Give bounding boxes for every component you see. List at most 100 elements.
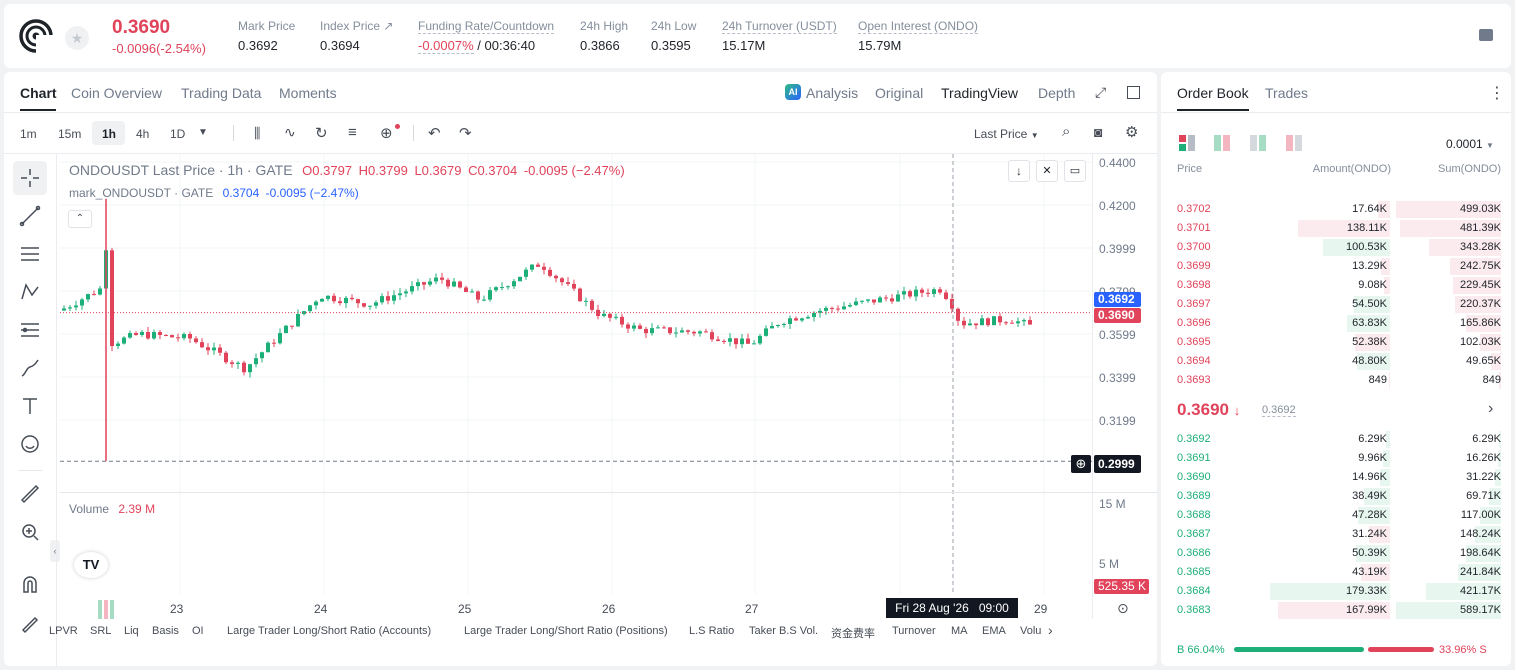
- search-icon[interactable]: ⌕: [1062, 123, 1071, 140]
- order-sum: 241.84K: [1460, 566, 1501, 578]
- tab-tradingview[interactable]: TradingView: [941, 85, 1019, 101]
- order-price: 0.3690: [1177, 471, 1211, 483]
- text-tool-icon[interactable]: [13, 389, 47, 423]
- interval-1h[interactable]: 1h: [102, 127, 117, 141]
- trendline-tool-icon[interactable]: [13, 199, 47, 233]
- indicator-turnover[interactable]: Turnover: [892, 625, 936, 637]
- interval-1m[interactable]: 1m: [20, 127, 37, 141]
- indicator-ma[interactable]: MA: [951, 625, 968, 637]
- order-row[interactable]: 0.3696 63.83K 165.86K: [1161, 314, 1511, 333]
- price-type-select[interactable]: Last Price ▼: [974, 127, 1039, 141]
- indicator-srl[interactable]: SRL: [90, 625, 112, 637]
- pattern-tool-icon[interactable]: [13, 275, 47, 309]
- tab-depth[interactable]: Depth: [1038, 85, 1076, 101]
- candle-type-icon[interactable]: ⫼: [254, 125, 261, 141]
- ruler-tool-icon[interactable]: [13, 477, 47, 511]
- screenshot-icon[interactable]: ◙: [1094, 124, 1103, 140]
- order-row[interactable]: 0.3702 17.64K 499.03K: [1161, 200, 1511, 219]
- tab-order-book[interactable]: Order Book: [1177, 85, 1249, 101]
- add-alert-icon[interactable]: ⊕: [380, 125, 393, 142]
- tab-coin-overview[interactable]: Coin Overview: [71, 85, 163, 101]
- tab-trades[interactable]: Trades: [1265, 85, 1309, 101]
- compare-icon[interactable]: ↻: [315, 125, 328, 142]
- book-icon[interactable]: [1479, 29, 1493, 41]
- order-row[interactable]: 0.3695 52.38K 102.03K: [1161, 333, 1511, 352]
- templates-icon[interactable]: ≡: [348, 124, 357, 141]
- favorite-star-icon[interactable]: ★: [65, 26, 89, 50]
- order-row[interactable]: 0.3688 47.28K 117.00K: [1161, 506, 1511, 525]
- collapse-axis-icon[interactable]: ✕: [1036, 160, 1058, 182]
- candlestick-chart[interactable]: [60, 154, 1094, 619]
- order-row[interactable]: 0.3699 13.29K 242.75K: [1161, 257, 1511, 276]
- interval-1d[interactable]: 1D: [170, 127, 186, 141]
- interval-dropdown-icon[interactable]: ▼: [198, 127, 208, 138]
- chart-settings-icon[interactable]: ⊙: [1117, 600, 1129, 616]
- indicators-icon[interactable]: ∿: [284, 124, 296, 140]
- indicator-liq[interactable]: Liq: [124, 625, 139, 637]
- order-row[interactable]: 0.3701 138.11K 481.39K: [1161, 219, 1511, 238]
- tab-analysis[interactable]: Analysis: [806, 85, 859, 101]
- indicator-funding-rate[interactable]: 资金费率: [831, 628, 875, 640]
- indicator-ls-positions[interactable]: Large Trader Long/Short Ratio (Positions…: [464, 625, 668, 637]
- order-row[interactable]: 0.3683 167.99K 589.17K: [1161, 601, 1511, 620]
- legend-collapse-icon[interactable]: ⌃: [68, 210, 92, 228]
- scroll-down-icon[interactable]: ↓: [1008, 160, 1030, 182]
- order-row[interactable]: 0.3686 50.39K 198.64K: [1161, 544, 1511, 563]
- indicator-ls-ratio[interactable]: L.S Ratio: [689, 625, 735, 637]
- order-sum: 421.17K: [1460, 585, 1501, 597]
- fullscreen-icon[interactable]: [1127, 86, 1140, 99]
- index-price-label[interactable]: Index Price ↗: [320, 19, 394, 33]
- more-options-icon[interactable]: ⋮: [1489, 85, 1505, 102]
- order-row[interactable]: 0.3690 14.96K 31.22K: [1161, 468, 1511, 487]
- collapse-toolbar-icon[interactable]: ‹: [50, 540, 60, 562]
- expand-icon[interactable]: ⤢: [1095, 84, 1107, 100]
- tab-trading-data[interactable]: Trading Data: [181, 85, 262, 101]
- precision-select[interactable]: 0.0001 ▼: [1446, 137, 1494, 151]
- fib-tool-icon[interactable]: [13, 313, 47, 347]
- interval-4h[interactable]: 4h: [136, 127, 150, 141]
- magnet-tool-icon[interactable]: [13, 568, 47, 602]
- order-row[interactable]: 0.3689 38.49K 69.71K: [1161, 487, 1511, 506]
- indicator-ema[interactable]: EMA: [982, 625, 1006, 637]
- emoji-tool-icon[interactable]: [13, 427, 47, 461]
- indicator-ls-accounts[interactable]: Large Trader Long/Short Ratio (Accounts): [227, 625, 432, 637]
- indicator-basis[interactable]: Basis: [152, 625, 179, 637]
- tab-moments[interactable]: Moments: [279, 85, 337, 101]
- order-row[interactable]: 0.3697 54.50K 220.37K: [1161, 295, 1511, 314]
- zoom-in-tool-icon[interactable]: [13, 515, 47, 549]
- order-row[interactable]: 0.3691 9.96K 16.26K: [1161, 449, 1511, 468]
- horizontal-lines-tool-icon[interactable]: [13, 237, 47, 271]
- tab-chart[interactable]: Chart: [20, 85, 57, 101]
- view-split-icon[interactable]: [1214, 135, 1230, 151]
- indicator-oi[interactable]: OI: [192, 625, 204, 637]
- toolbar-divider-2: [413, 125, 414, 141]
- order-row[interactable]: 0.3698 9.08K 229.45K: [1161, 276, 1511, 295]
- order-row[interactable]: 0.3685 43.19K 241.84K: [1161, 563, 1511, 582]
- order-row[interactable]: 0.3694 48.80K 49.65K: [1161, 352, 1511, 371]
- add-order-plus-icon[interactable]: ⊕: [1071, 455, 1091, 473]
- brush-tool-icon[interactable]: [13, 351, 47, 385]
- view-both-icon[interactable]: [1179, 135, 1195, 151]
- interval-15m[interactable]: 15m: [58, 127, 82, 141]
- order-row[interactable]: 0.3684 179.33K 421.17K: [1161, 582, 1511, 601]
- order-row[interactable]: 0.3687 31.24K 148.24K: [1161, 525, 1511, 544]
- indicator-lpvr[interactable]: LPVR: [49, 625, 78, 637]
- maximize-pane-icon[interactable]: ▭: [1064, 160, 1086, 182]
- view-bids-icon[interactable]: [1250, 135, 1266, 151]
- order-row[interactable]: 0.3692 6.29K 6.29K: [1161, 430, 1511, 449]
- crosshair-tool-icon[interactable]: [13, 161, 47, 195]
- lock-drawing-icon[interactable]: [13, 606, 47, 640]
- price-axis-divider: [1092, 154, 1093, 619]
- view-asks-icon[interactable]: [1286, 135, 1302, 151]
- funding-rate-label[interactable]: Funding Rate/Countdown: [418, 19, 555, 34]
- indicator-volume[interactable]: Volu: [1020, 625, 1042, 637]
- tab-original[interactable]: Original: [875, 85, 924, 101]
- indicators-next-icon[interactable]: ›: [1048, 622, 1053, 638]
- redo-icon[interactable]: ↷: [459, 125, 472, 142]
- order-row[interactable]: 0.3693 849 849: [1161, 371, 1511, 390]
- mid-chevron-icon[interactable]: ›: [1488, 400, 1494, 417]
- order-row[interactable]: 0.3700 100.53K 343.28K: [1161, 238, 1511, 257]
- settings-gear-icon[interactable]: ⚙: [1125, 124, 1139, 141]
- undo-icon[interactable]: ↶: [428, 125, 441, 142]
- indicator-taker-vol[interactable]: Taker B.S Vol.: [749, 625, 819, 637]
